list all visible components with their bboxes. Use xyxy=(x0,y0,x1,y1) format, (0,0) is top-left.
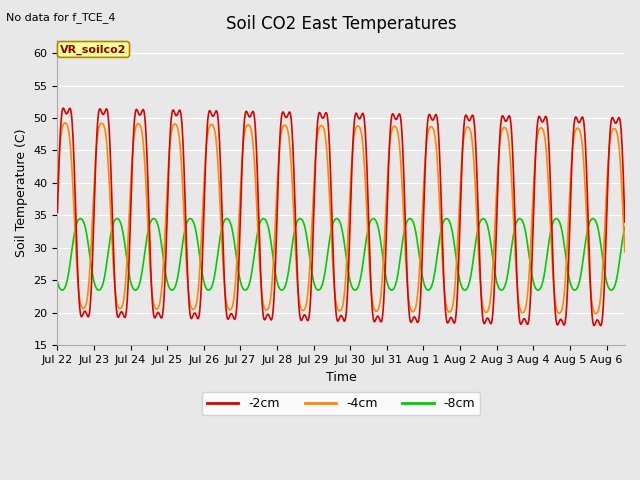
Text: VR_soilco2: VR_soilco2 xyxy=(60,44,127,55)
Legend: -2cm, -4cm, -8cm: -2cm, -4cm, -8cm xyxy=(202,392,480,415)
X-axis label: Time: Time xyxy=(326,371,356,384)
Title: Soil CO2 East Temperatures: Soil CO2 East Temperatures xyxy=(226,15,456,33)
Text: No data for f_TCE_4: No data for f_TCE_4 xyxy=(6,12,116,23)
Y-axis label: Soil Temperature (C): Soil Temperature (C) xyxy=(15,129,28,257)
